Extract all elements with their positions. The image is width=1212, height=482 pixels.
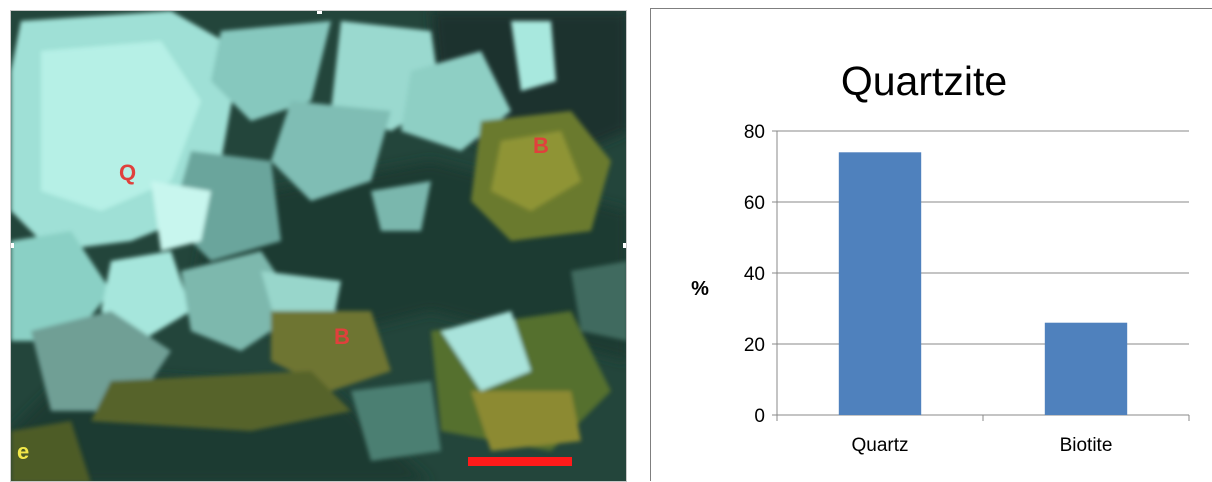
thin-section-photomicrograph: Q B B e xyxy=(10,10,627,482)
bar-biotite xyxy=(1044,322,1128,415)
selection-handle-right[interactable] xyxy=(623,243,626,248)
selection-handle-left[interactable] xyxy=(11,243,14,248)
x-tick-label-biotite: Biotite xyxy=(1060,435,1113,456)
selection-handle-top[interactable] xyxy=(317,11,322,14)
y-tick-label-3: 60 xyxy=(744,193,765,214)
bar-chart: Quartzite % 0 20 40 60 80 Quartz Biotite xyxy=(691,58,1190,456)
bar-quartz xyxy=(838,152,922,416)
chart-title: Quartzite xyxy=(841,58,1007,104)
chart-panel: Quartzite % 0 20 40 60 80 Quartz Biotite xyxy=(650,8,1212,481)
micrograph-image: Q B B e xyxy=(11,11,626,481)
micrograph-label-e: e xyxy=(17,439,29,464)
y-tick-label-2: 40 xyxy=(744,264,765,285)
y-tick-label-0: 0 xyxy=(754,406,765,427)
y-tick-label-4: 80 xyxy=(744,122,765,143)
micrograph-label-biotite-lower: B xyxy=(334,324,350,349)
x-tick-label-quartz: Quartz xyxy=(851,435,908,456)
y-axis-label: % xyxy=(691,278,709,300)
y-tick-label-1: 20 xyxy=(744,335,765,356)
micrograph-label-quartz: Q xyxy=(119,160,136,185)
scale-bar xyxy=(468,457,572,466)
micrograph-label-biotite-upper: B xyxy=(533,133,549,158)
